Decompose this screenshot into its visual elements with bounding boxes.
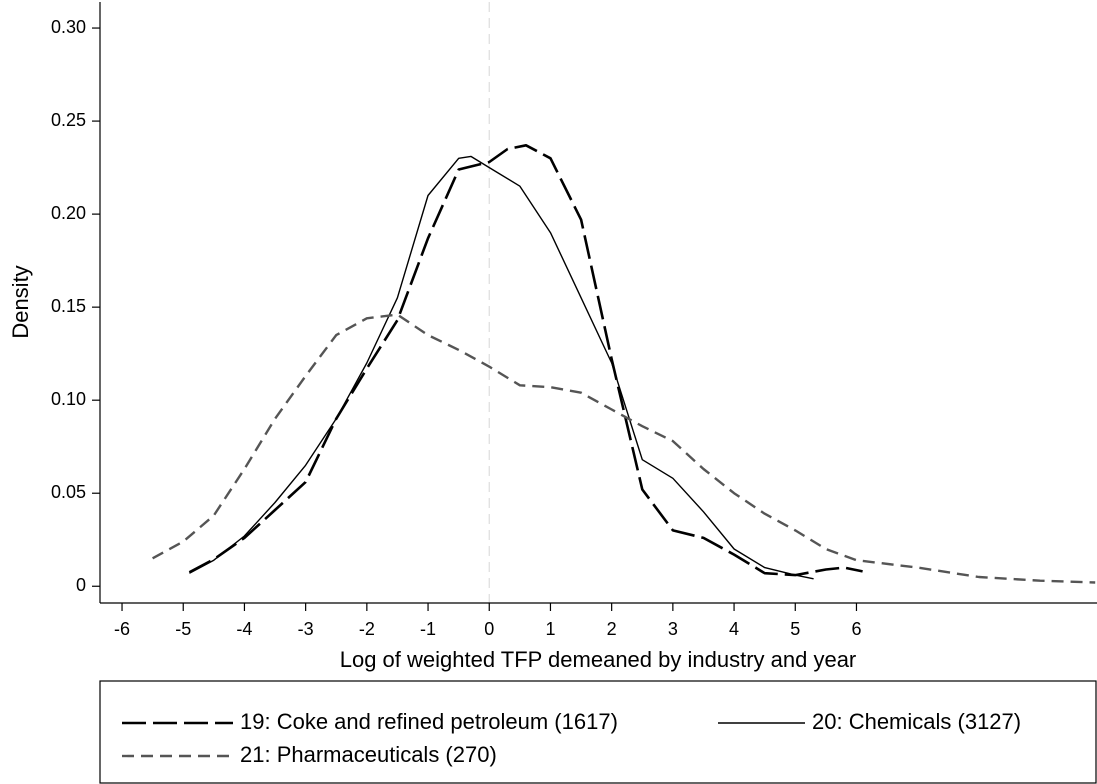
y-tick-label: 0.05 bbox=[51, 482, 86, 502]
x-tick-label: -6 bbox=[114, 619, 130, 639]
x-tick-label: -4 bbox=[236, 619, 252, 639]
y-tick-label: 0.30 bbox=[51, 17, 86, 37]
x-tick-label: -3 bbox=[298, 619, 314, 639]
x-axis-title: Log of weighted TFP demeaned by industry… bbox=[340, 647, 857, 672]
y-tick-label: 0 bbox=[76, 575, 86, 595]
series-line bbox=[152, 313, 1096, 584]
x-tick-label: 3 bbox=[668, 619, 678, 639]
x-tick-label: 0 bbox=[484, 619, 494, 639]
y-tick-label: 0.15 bbox=[51, 296, 86, 316]
y-tick-label: 0.10 bbox=[51, 389, 86, 409]
x-tick-label: 5 bbox=[790, 619, 800, 639]
y-tick-label: 0.25 bbox=[51, 110, 86, 130]
series-line bbox=[188, 144, 863, 577]
y-axis-title: Density bbox=[8, 265, 33, 338]
legend-label: 19: Coke and refined petroleum (1617) bbox=[240, 709, 618, 734]
x-tick-label: -1 bbox=[420, 619, 436, 639]
legend-label: 21: Pharmaceuticals (270) bbox=[240, 742, 497, 767]
x-tick-label: -2 bbox=[359, 619, 375, 639]
series-line bbox=[189, 155, 814, 580]
x-tick-label: 1 bbox=[545, 619, 555, 639]
x-tick-label: 4 bbox=[729, 619, 739, 639]
legend-label: 20: Chemicals (3127) bbox=[812, 709, 1021, 734]
x-tick-label: -5 bbox=[175, 619, 191, 639]
legend-box bbox=[99, 680, 1097, 784]
x-tick-label: 2 bbox=[607, 619, 617, 639]
x-tick-label: 6 bbox=[851, 619, 861, 639]
y-tick-label: 0.20 bbox=[51, 203, 86, 223]
